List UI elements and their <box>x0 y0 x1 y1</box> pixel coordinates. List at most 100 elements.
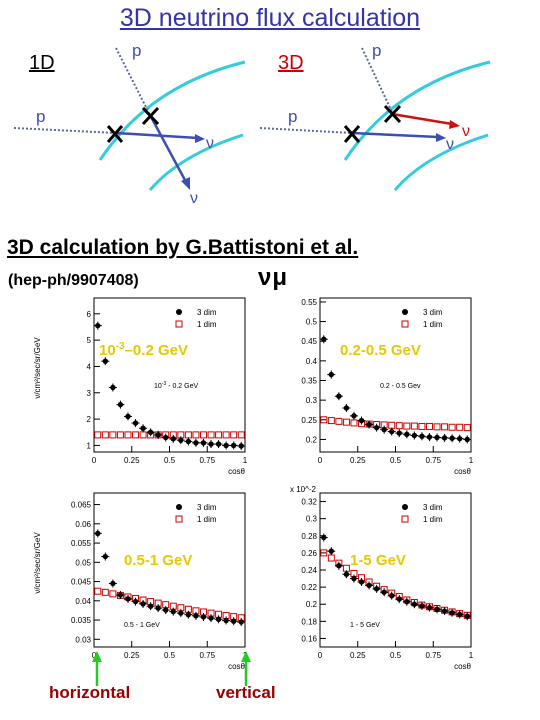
data-point-3dim <box>411 432 418 439</box>
data-point-3dim <box>464 613 470 619</box>
interaction-cross-left-2 <box>141 106 160 126</box>
x-tick-label: 0.5 <box>164 651 176 660</box>
legend-label-3dim: 3 dim <box>197 503 217 512</box>
data-point-1dim <box>388 421 396 429</box>
proton-label-left-top: p <box>132 41 141 60</box>
legend-marker-3dim <box>402 504 408 510</box>
data-point-3dim <box>102 358 109 364</box>
y-tick-label: 0.2 <box>306 435 318 444</box>
data-point-3dim <box>441 435 448 441</box>
x-axis-label: cosθ <box>228 467 245 476</box>
y-tick-label: 0.16 <box>301 634 317 643</box>
data-point-1dim <box>395 422 403 430</box>
energy-band-label: 0.2-0.5 GeV <box>340 342 421 359</box>
data-point-1dim <box>184 431 192 439</box>
x-tick-label: 0 <box>92 456 97 465</box>
plot-frame <box>93 297 246 453</box>
data-point-3dim <box>125 596 131 602</box>
data-point-3dim <box>351 413 357 419</box>
y-tick-label: 0.065 <box>71 501 92 510</box>
data-point-1dim <box>320 416 328 424</box>
neutrino-track-deflected-right <box>391 112 453 126</box>
data-point-3dim <box>434 606 440 613</box>
y-tick-label: 0.18 <box>301 617 317 626</box>
legend-marker-1dim <box>401 320 409 328</box>
data-point-3dim <box>163 434 169 441</box>
inset-label: 10-3 - 0.2 GeV <box>154 381 198 390</box>
data-point-1dim <box>109 431 117 439</box>
legend-label-3dim: 3 dim <box>197 308 217 317</box>
data-point-3dim <box>351 575 357 582</box>
neutrino-track-horizontal-right <box>351 131 439 139</box>
axis-multiplier: x 10^-2 <box>290 485 317 494</box>
x-tick-label: 0.75 <box>199 456 215 465</box>
x-tick-label: 1 <box>469 651 474 660</box>
x-tick-label: 1 <box>469 456 474 465</box>
data-point-3dim <box>200 614 207 620</box>
data-point-3dim <box>178 437 184 443</box>
legend-marker-3dim <box>176 504 182 510</box>
neutrino-track-vertical-left <box>148 114 188 183</box>
data-point-3dim <box>170 436 176 442</box>
x-axis-label: cosθ <box>454 467 471 476</box>
y-tick-label: 3 <box>87 389 92 398</box>
horizontal-arrow-head <box>92 651 102 662</box>
x-axis-label: cosθ <box>454 662 471 671</box>
legend-marker-1dim <box>175 320 183 328</box>
data-point-3dim <box>193 613 199 619</box>
plot-frame <box>319 492 472 648</box>
data-point-3dim <box>193 440 199 446</box>
data-point-3dim <box>404 598 410 605</box>
data-point-3dim <box>449 610 455 616</box>
data-point-1dim <box>207 431 215 439</box>
y-tick-label: 6 <box>87 310 92 319</box>
x-tick-label: 0.75 <box>425 651 441 660</box>
data-point-3dim <box>238 443 244 449</box>
data-point-1dim <box>215 431 223 439</box>
data-point-1dim <box>410 422 418 430</box>
data-point-1dim <box>222 431 230 439</box>
data-point-3dim <box>95 530 101 537</box>
data-point-3dim <box>140 601 146 607</box>
data-point-3dim <box>208 441 214 447</box>
data-point-1dim <box>425 422 433 430</box>
y-tick-label: 0.55 <box>301 298 317 307</box>
data-point-3dim <box>426 434 433 440</box>
interaction-cross-left-1 <box>106 125 124 143</box>
data-point-3dim <box>396 430 402 436</box>
data-point-1dim <box>448 423 456 431</box>
data-point-3dim <box>147 603 154 609</box>
x-tick-label: 0.75 <box>425 456 441 465</box>
data-point-3dim <box>366 582 372 589</box>
data-point-3dim <box>215 441 222 447</box>
y-tick-label: 0.5 <box>306 318 318 327</box>
earth-arc-outer-right <box>343 60 491 161</box>
data-point-1dim <box>139 431 147 439</box>
x-axis-label: cosθ <box>228 662 245 671</box>
y-tick-label: 0.055 <box>71 539 92 548</box>
data-point-3dim <box>373 424 380 431</box>
flux-sketch: p p ν ν p p ν ν <box>13 41 491 207</box>
y-tick-label: 0.22 <box>301 583 317 592</box>
neutrino-label-right-deflected: ν <box>462 123 470 140</box>
data-point-1dim <box>418 422 426 430</box>
inset-label: 0.5 - 1 GeV <box>124 622 160 629</box>
data-point-3dim <box>215 616 222 622</box>
y-tick-label: 0.4 <box>306 357 318 366</box>
y-tick-label: 0.25 <box>301 416 317 425</box>
chart-panel-1: 1 2 3 4 5 6 0 0.25 0.5 0.75 1 cosθ ν/cm²/sec/sr/GeV 3… <box>33 297 248 476</box>
y-tick-label: 0.2 <box>306 600 318 609</box>
x-tick-label: 0.25 <box>350 651 366 660</box>
y-tick-label: 0.35 <box>301 377 317 386</box>
earth-arc-inner-left <box>148 133 244 191</box>
y-tick-label: 0.06 <box>75 520 91 529</box>
data-point-1dim <box>199 431 207 439</box>
earth-arc-inner-right <box>393 133 489 191</box>
data-point-3dim <box>456 435 463 442</box>
data-point-3dim <box>358 579 365 585</box>
data-point-3dim <box>441 608 448 614</box>
data-point-1dim <box>327 554 335 562</box>
data-point-1dim <box>101 588 109 596</box>
data-point-3dim <box>155 605 161 611</box>
proton-label-right-side: p <box>288 107 297 126</box>
